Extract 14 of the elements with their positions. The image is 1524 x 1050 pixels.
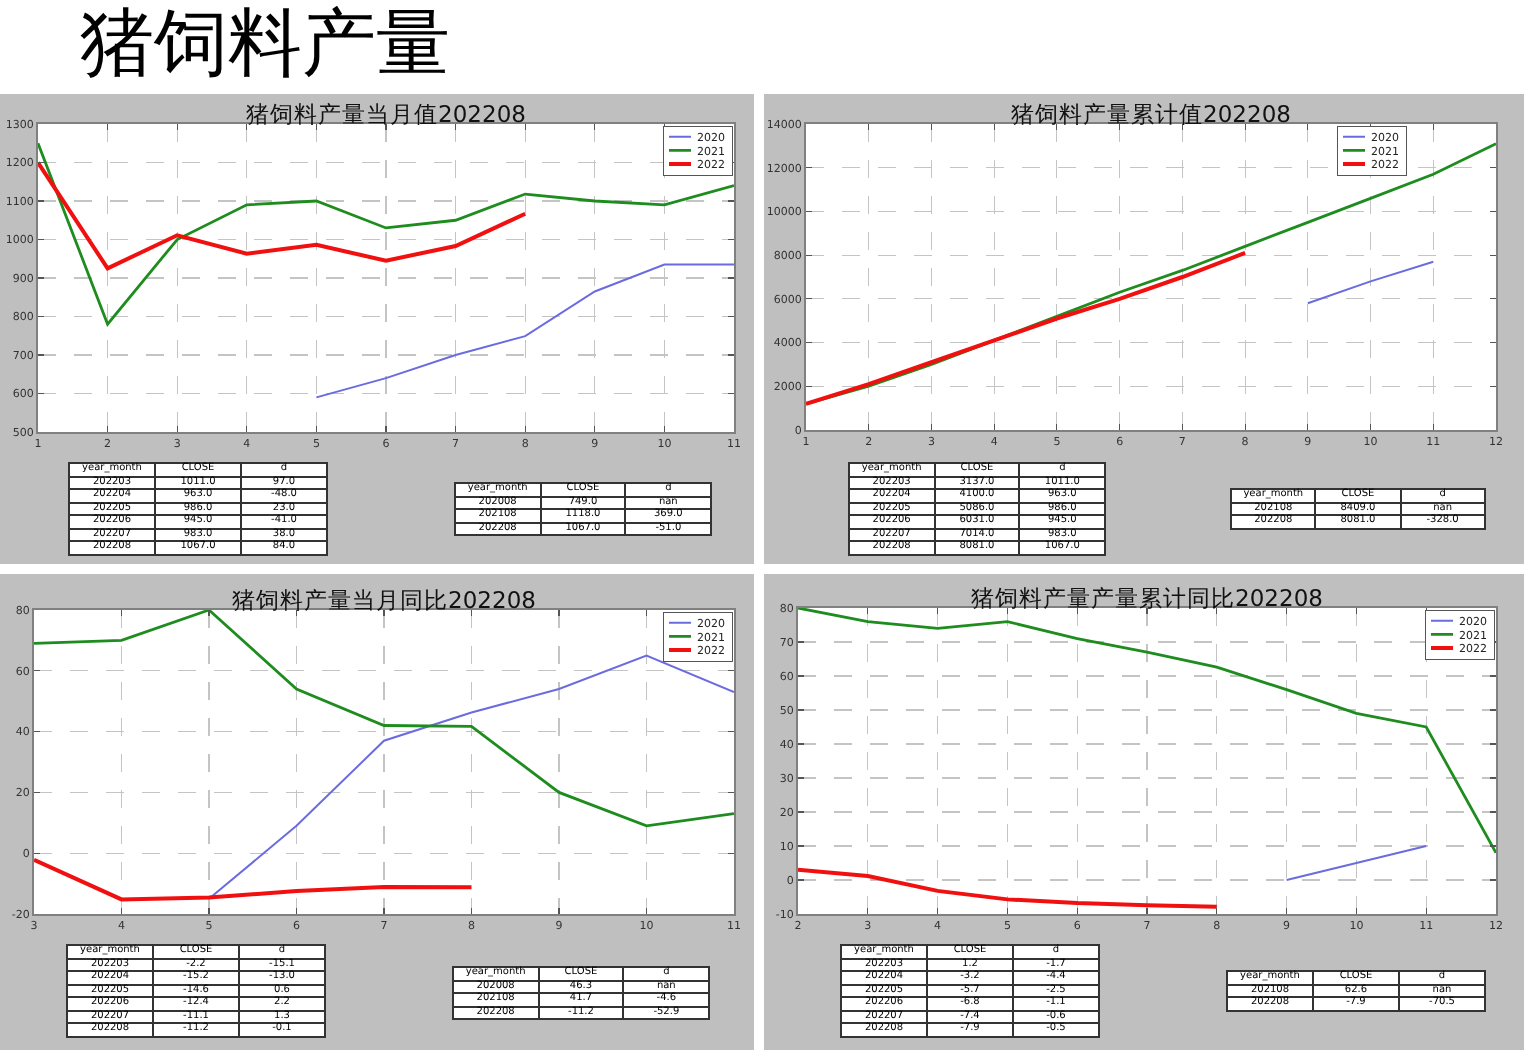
chart-title: 猪饲料产量累计值202208 bbox=[1011, 100, 1291, 128]
line-series bbox=[34, 857, 474, 902]
line-series bbox=[38, 141, 734, 326]
line-series bbox=[315, 263, 734, 399]
line-series bbox=[208, 654, 734, 900]
chart-title: 猪饲料产量产量累计同比202208 bbox=[971, 584, 1323, 612]
line-series bbox=[38, 160, 528, 271]
line-series bbox=[806, 250, 1248, 406]
text: 猪饲料产量 bbox=[80, 0, 450, 88]
line-series bbox=[798, 608, 1496, 855]
line-series bbox=[34, 610, 734, 828]
line-series bbox=[798, 867, 1219, 909]
chart-title: 猪饲料产量当月同比202208 bbox=[232, 586, 536, 614]
chart-title: 猪饲料产量当月值202208 bbox=[246, 100, 526, 128]
